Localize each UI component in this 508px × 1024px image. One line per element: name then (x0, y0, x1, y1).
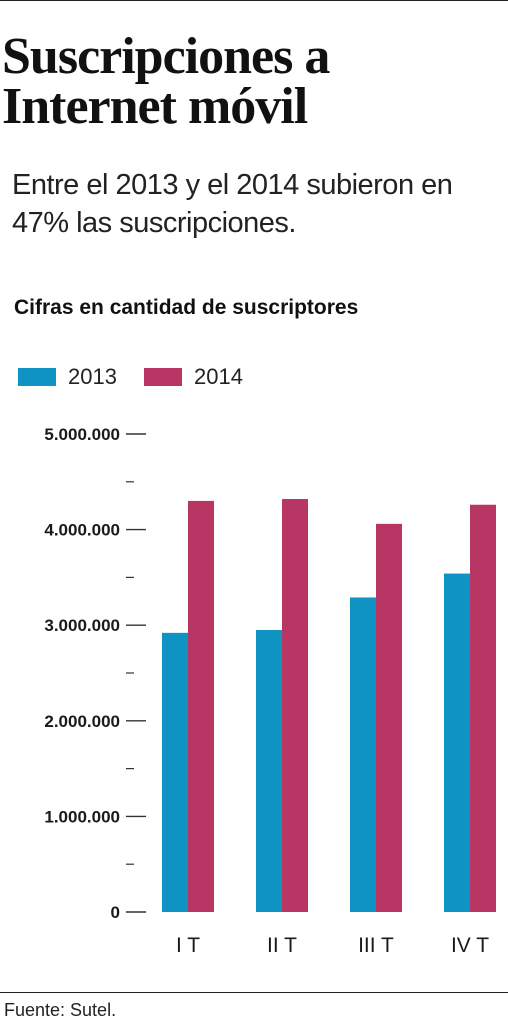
x-tick-label: I T (176, 934, 200, 957)
x-axis: I T II T III T IV T (176, 934, 489, 957)
chart-subtitle: Entre el 2013 y el 2014 subieron en 47% … (12, 169, 453, 239)
source-note: Fuente: Sutel. (4, 1000, 117, 1020)
legend-label-2014: 2014 (194, 364, 243, 389)
y-tick-label: 0 (111, 903, 120, 922)
bar-chart: 0 1.000.000 2.000.000 3.000.000 4.000.000 5.0… (44, 425, 496, 957)
bar-2013-2 (256, 629, 282, 912)
x-tick-label: II T (267, 934, 297, 957)
x-tick-label: III T (358, 934, 394, 957)
y-tick-label: 3.000.000 (44, 616, 120, 635)
bar-2014-4 (470, 504, 496, 912)
y-tick-label: 4.000.000 (44, 521, 120, 540)
top-rule (0, 0, 508, 1)
x-tick-label: IV T (451, 934, 489, 957)
legend: 2013 2014 (18, 362, 498, 392)
bar-2014-3 (376, 523, 402, 912)
legend-swatch-2013 (18, 368, 56, 386)
y-tick-label: 2.000.000 (44, 712, 120, 731)
legend-swatch-2014 (144, 368, 182, 386)
legend-label-2013: 2013 (68, 364, 117, 389)
bottom-rule (0, 992, 508, 993)
bar-2014-2 (282, 499, 308, 912)
bar-2014-1 (188, 500, 214, 912)
y-axis: 0 1.000.000 2.000.000 3.000.000 4.000.000 5.0… (44, 425, 146, 922)
bars (162, 499, 496, 912)
chart-title: Suscripciones a Internet móvil (2, 28, 330, 135)
bar-2013-3 (350, 597, 376, 912)
bar-2013-4 (444, 573, 470, 912)
bar-2013-1 (162, 632, 188, 912)
chart-heading: Cifras en cantidad de suscriptores (14, 296, 359, 319)
y-tick-label: 5.000.000 (44, 425, 120, 444)
y-tick-label: 1.000.000 (44, 807, 120, 826)
